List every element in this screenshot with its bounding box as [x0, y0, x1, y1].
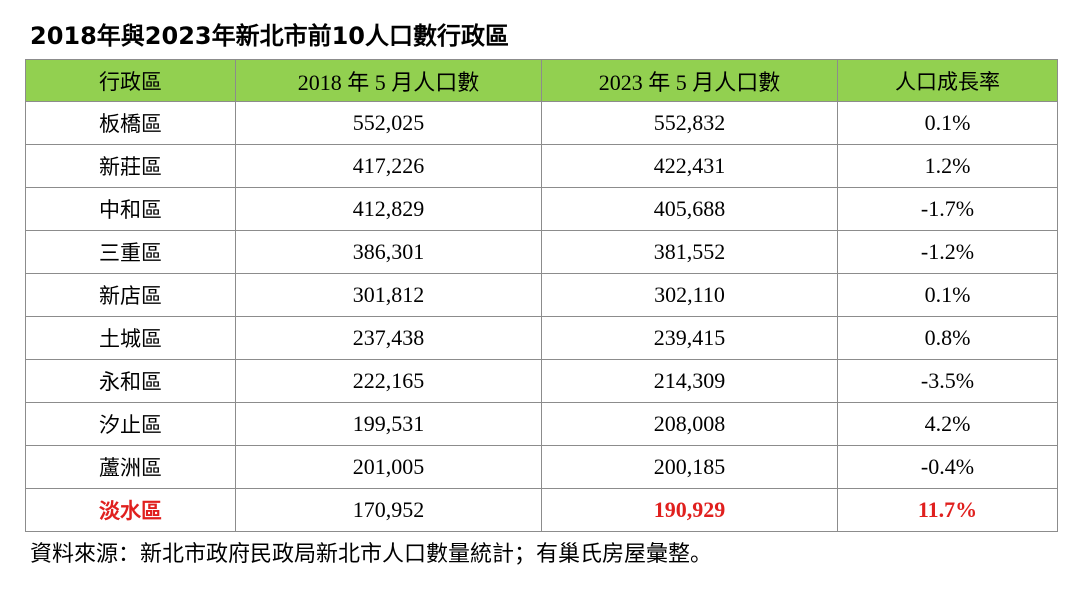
population-table: 行政區 2018 年 5 月人口數 2023 年 5 月人口數 人口成長率 板橋… — [25, 59, 1058, 532]
header-district: 行政區 — [25, 59, 236, 102]
growth-cell: 1.2% — [837, 144, 1058, 188]
pop-2023-cell: 214,309 — [541, 359, 838, 403]
table-row: 板橋區 552,025 552,832 0.1% — [25, 101, 1058, 145]
pop-2018-cell: 301,812 — [235, 273, 542, 317]
pop-2023-cell: 208,008 — [541, 402, 838, 446]
pop-2018-cell: 237,438 — [235, 316, 542, 360]
pop-2023-cell: 239,415 — [541, 316, 838, 360]
growth-cell: -3.5% — [837, 359, 1058, 403]
pop-2018-cell: 417,226 — [235, 144, 542, 188]
table-row: 永和區 222,165 214,309 -3.5% — [25, 359, 1058, 403]
table-row: 土城區 237,438 239,415 0.8% — [25, 316, 1058, 360]
district-cell: 蘆洲區 — [25, 445, 236, 489]
table-row: 新莊區 417,226 422,431 1.2% — [25, 144, 1058, 188]
pop-2018-cell: 199,531 — [235, 402, 542, 446]
pop-2018-cell: 386,301 — [235, 230, 542, 274]
header-pop-2023: 2023 年 5 月人口數 — [541, 59, 838, 102]
table-row: 蘆洲區 201,005 200,185 -0.4% — [25, 445, 1058, 489]
growth-cell: -0.4% — [837, 445, 1058, 489]
growth-cell-highlighted: 11.7% — [837, 488, 1058, 532]
district-cell: 新莊區 — [25, 144, 236, 188]
header-growth-rate: 人口成長率 — [837, 59, 1058, 102]
pop-2018-cell: 170,952 — [235, 488, 542, 532]
pop-2018-cell: 222,165 — [235, 359, 542, 403]
pop-2018-cell: 552,025 — [235, 101, 542, 145]
district-cell: 土城區 — [25, 316, 236, 360]
pop-2023-cell: 422,431 — [541, 144, 838, 188]
pop-2023-cell: 302,110 — [541, 273, 838, 317]
table-row: 汐止區 199,531 208,008 4.2% — [25, 402, 1058, 446]
table-header-row: 行政區 2018 年 5 月人口數 2023 年 5 月人口數 人口成長率 — [25, 59, 1058, 102]
table-row: 新店區 301,812 302,110 0.1% — [25, 273, 1058, 317]
table-title: 2018年與2023年新北市前10人口數行政區 — [30, 22, 509, 50]
header-pop-2018: 2018 年 5 月人口數 — [235, 59, 542, 102]
district-cell: 三重區 — [25, 230, 236, 274]
growth-cell: 0.1% — [837, 273, 1058, 317]
pop-2023-cell: 552,832 — [541, 101, 838, 145]
table-row-highlighted: 淡水區 170,952 190,929 11.7% — [25, 488, 1058, 532]
growth-cell: 0.1% — [837, 101, 1058, 145]
pop-2023-cell-highlighted: 190,929 — [541, 488, 838, 532]
growth-cell: -1.7% — [837, 187, 1058, 231]
source-note: 資料來源：新北市政府民政局新北市人口數量統計；有巢氏房屋彙整。 — [30, 542, 713, 567]
table-row: 三重區 386,301 381,552 -1.2% — [25, 230, 1058, 274]
growth-cell: 0.8% — [837, 316, 1058, 360]
district-cell: 板橋區 — [25, 101, 236, 145]
pop-2023-cell: 200,185 — [541, 445, 838, 489]
pop-2018-cell: 201,005 — [235, 445, 542, 489]
table-row: 中和區 412,829 405,688 -1.7% — [25, 187, 1058, 231]
district-cell: 新店區 — [25, 273, 236, 317]
growth-cell: -1.2% — [837, 230, 1058, 274]
district-cell: 永和區 — [25, 359, 236, 403]
district-cell: 汐止區 — [25, 402, 236, 446]
pop-2023-cell: 381,552 — [541, 230, 838, 274]
district-cell-highlighted: 淡水區 — [25, 488, 236, 532]
pop-2018-cell: 412,829 — [235, 187, 542, 231]
growth-cell: 4.2% — [837, 402, 1058, 446]
district-cell: 中和區 — [25, 187, 236, 231]
pop-2023-cell: 405,688 — [541, 187, 838, 231]
